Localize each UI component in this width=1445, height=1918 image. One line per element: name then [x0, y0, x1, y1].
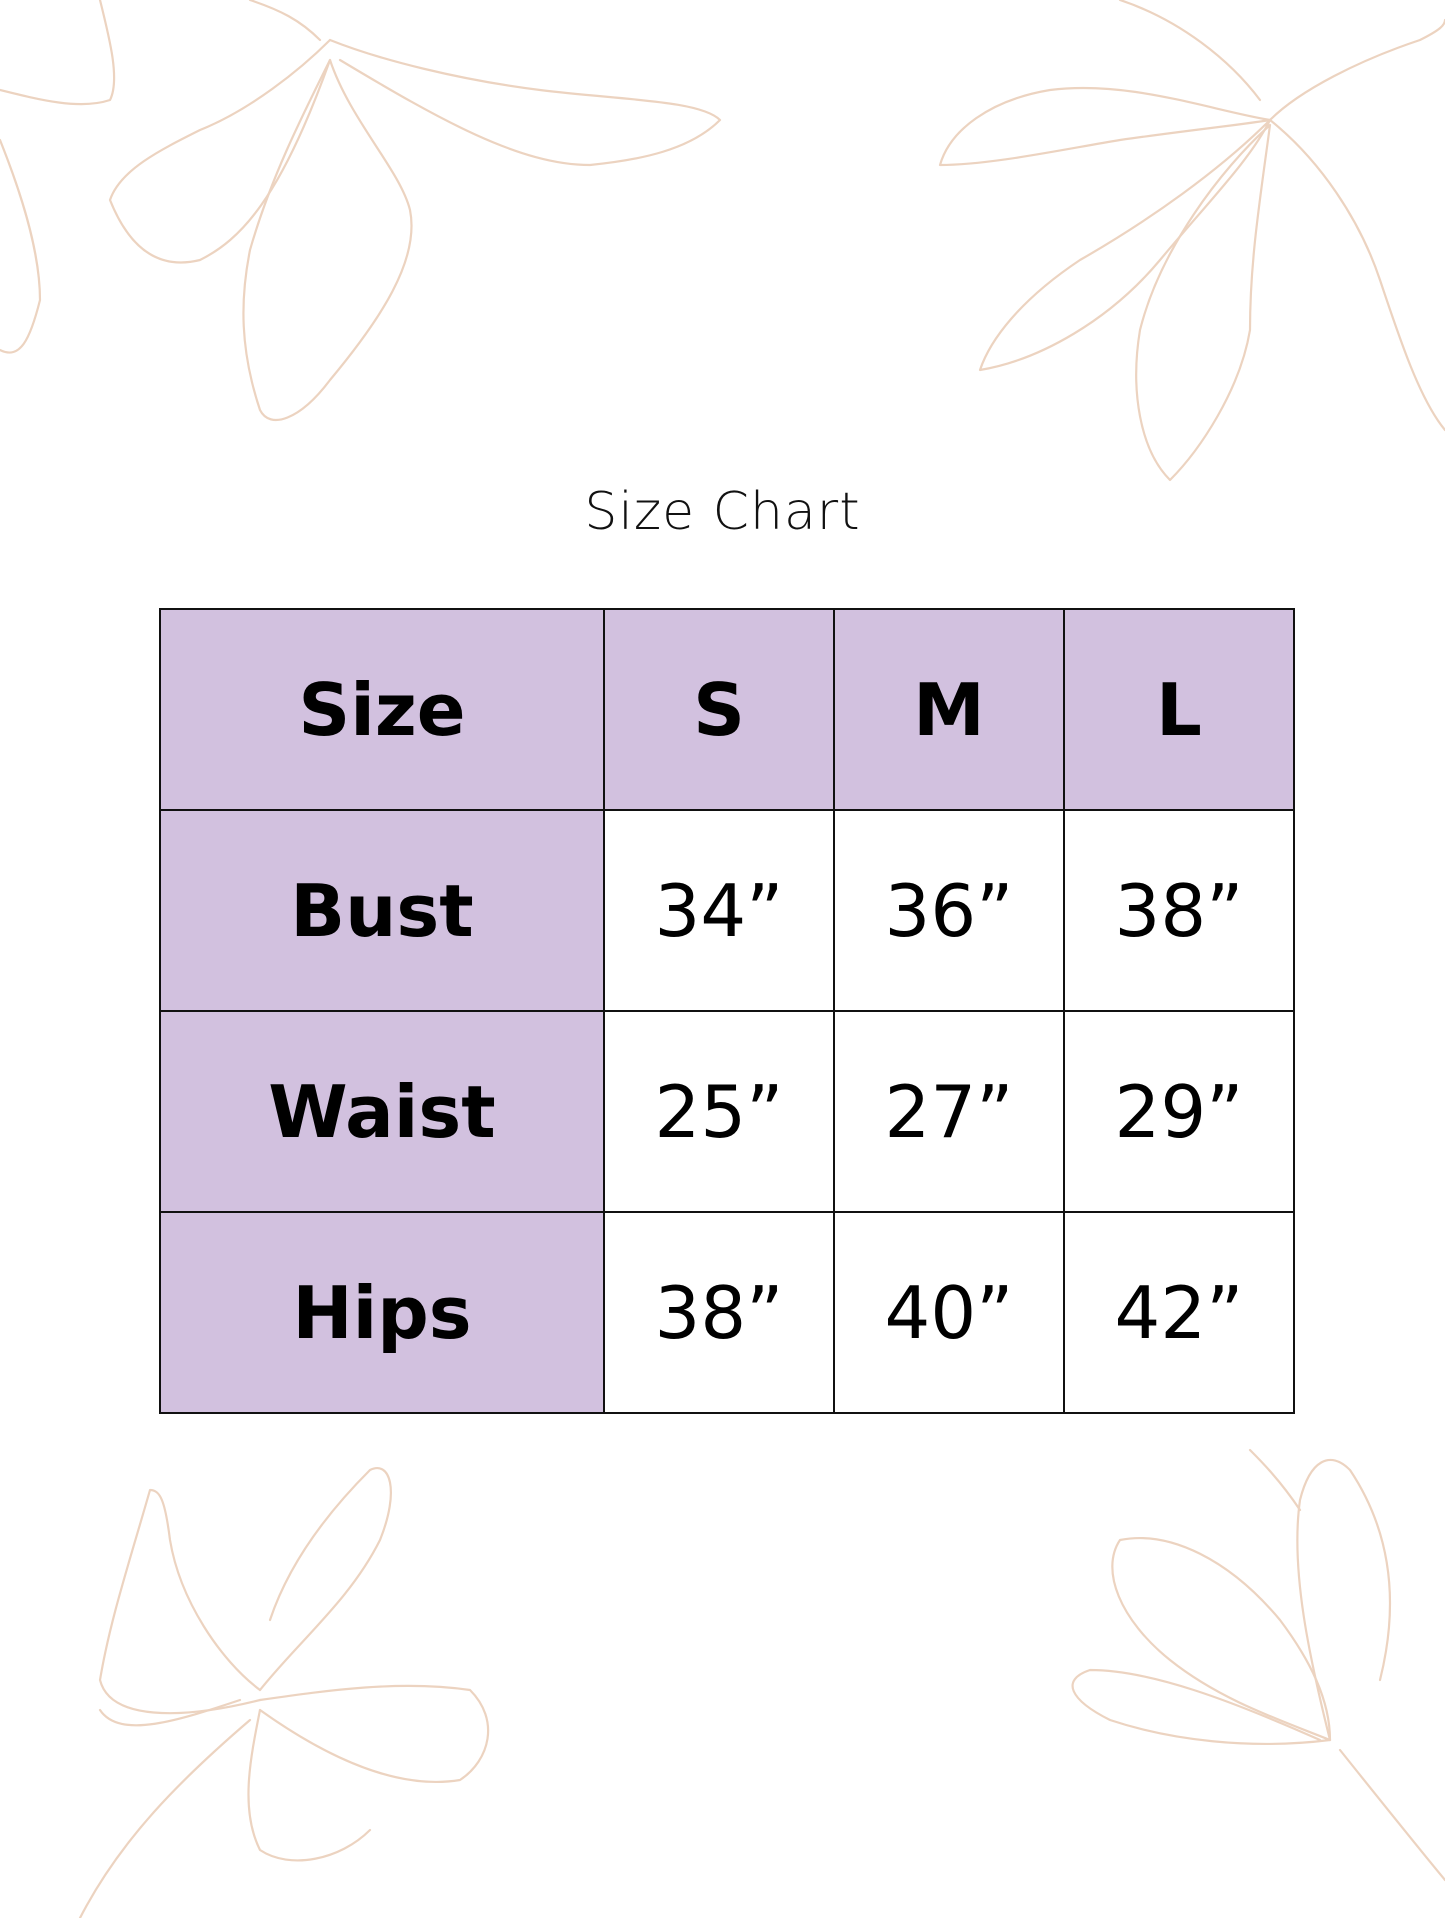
- table-row: Bust 34” 36” 38”: [159, 809, 1295, 1012]
- header-cell-m: M: [833, 608, 1065, 811]
- row-label-waist: Waist: [159, 1010, 605, 1213]
- header-cell-s: S: [603, 608, 835, 811]
- table-cell: 42”: [1063, 1211, 1295, 1414]
- table-cell: 40”: [833, 1211, 1065, 1414]
- row-label-bust: Bust: [159, 809, 605, 1012]
- size-chart-table: Size S M L Bust 34” 36” 38” Waist 25” 27…: [159, 608, 1295, 1414]
- table-cell: 34”: [603, 809, 835, 1012]
- page-title: Size Chart: [584, 482, 861, 542]
- flower-bottom-right: [1071, 1448, 1445, 1882]
- flower-top-right: [938, 0, 1445, 482]
- header-cell-l: L: [1063, 608, 1295, 811]
- table-header-row: Size S M L: [159, 608, 1295, 811]
- table-row: Waist 25” 27” 29”: [159, 1010, 1295, 1213]
- table-row: Hips 38” 40” 42”: [159, 1211, 1295, 1414]
- table-cell: 27”: [833, 1010, 1065, 1213]
- row-label-hips: Hips: [159, 1211, 605, 1414]
- table-cell: 25”: [603, 1010, 835, 1213]
- flower-bottom-left: [78, 1467, 490, 1918]
- flower-top-left: [0, 0, 722, 422]
- header-cell-size: Size: [159, 608, 605, 811]
- table-cell: 36”: [833, 809, 1065, 1012]
- table-cell: 38”: [603, 1211, 835, 1414]
- table-cell: 38”: [1063, 809, 1295, 1012]
- table-cell: 29”: [1063, 1010, 1295, 1213]
